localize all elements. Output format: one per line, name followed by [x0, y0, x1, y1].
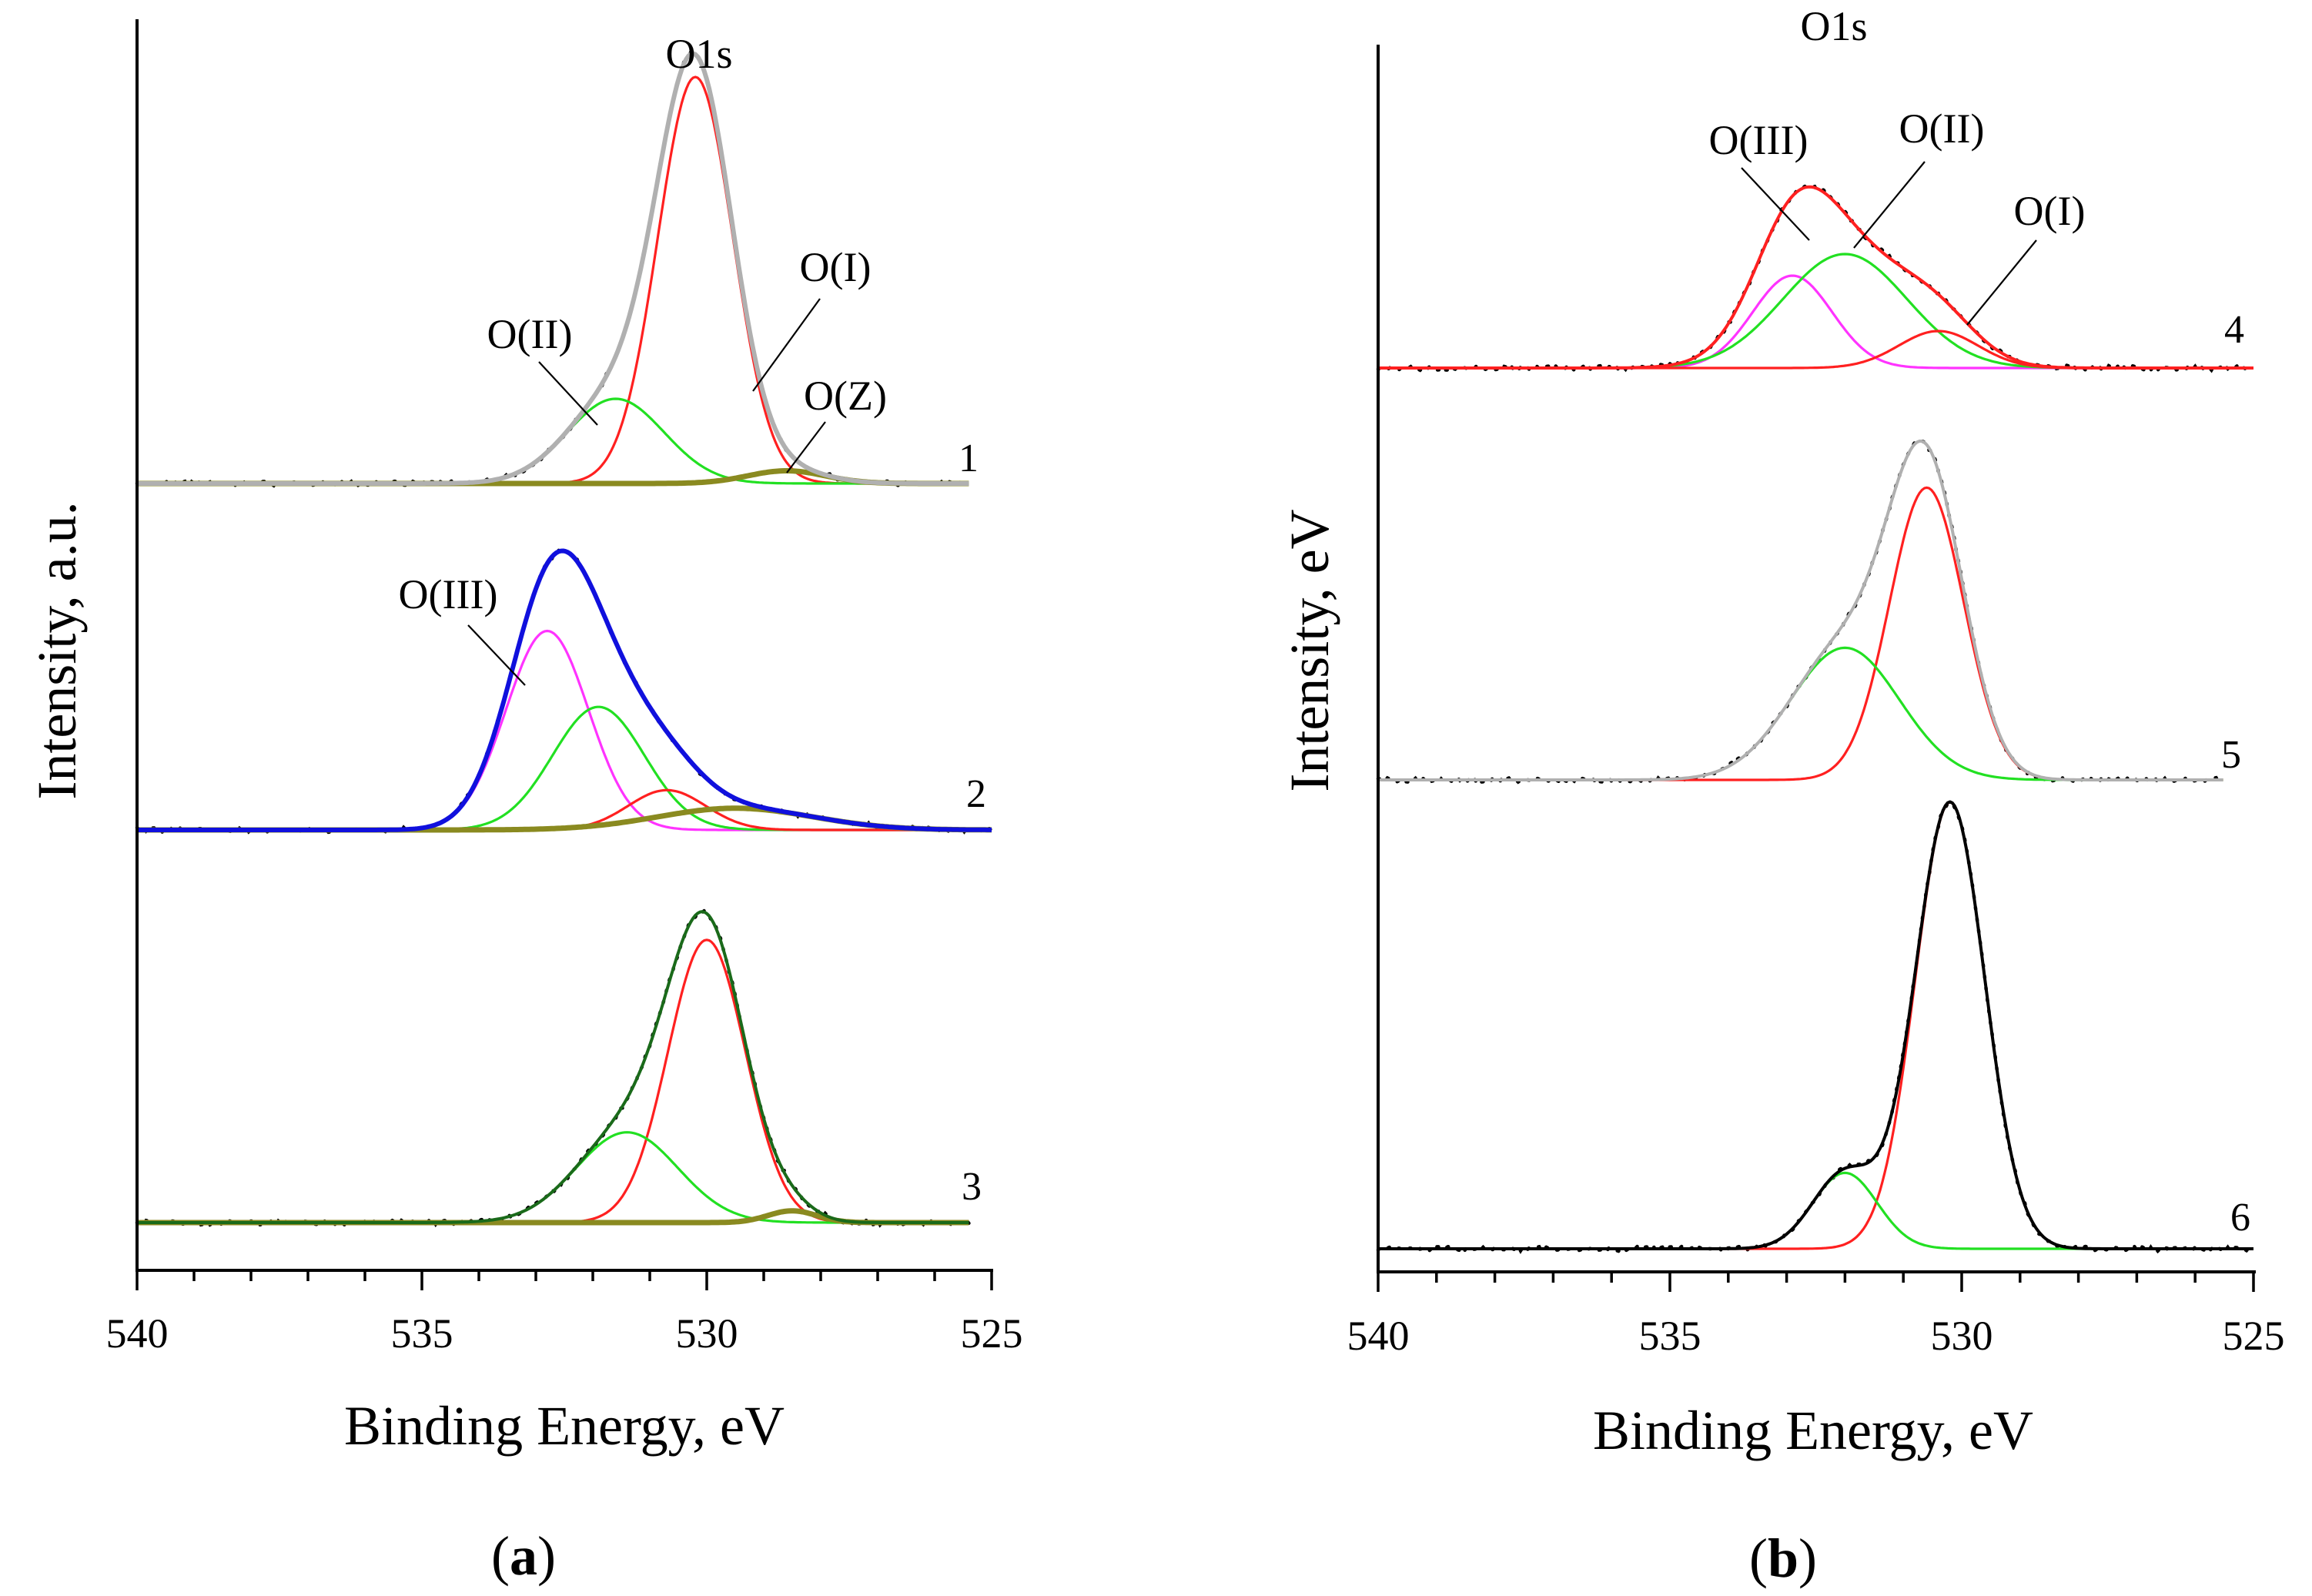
panel-b-annotation-o1: O(I)	[2014, 188, 2086, 234]
panel-a-tick-label-530: 530	[676, 1310, 738, 1357]
panel-b-curve-label-4: 4	[2224, 308, 2244, 352]
panel-a-x-ticks	[136, 1270, 993, 1290]
panel-b-annotation-o1s: O1s	[1800, 3, 1867, 49]
panel-a-curve-label-2: 2	[966, 772, 986, 816]
panel-b-x-ticks	[1377, 1272, 2255, 1292]
panel-a-leader-oz	[786, 421, 826, 473]
panel-a-leader-o1	[752, 298, 821, 392]
panel-b-annotation-o2: O(II)	[1899, 105, 1985, 152]
panel-b-spectrum-4-envelope	[1378, 185, 2253, 370]
panel-a-label: (a)	[491, 1525, 556, 1587]
panel-a-annotation-oz: O(Z)	[804, 373, 887, 419]
panel-b-leader-o1	[1966, 239, 2037, 326]
panel-b-spectrum-6-envelope	[1378, 800, 2253, 1250]
panel-a-spectrum-1	[135, 49, 971, 489]
panel-b-y-axis-title: Intensity, eV	[1279, 509, 1340, 791]
panel-a-x-axis-title: Binding Energy, eV	[344, 1395, 785, 1457]
panel-a-spectrum-1-envelope	[137, 51, 969, 486]
panel-b-annotation-o3: O(III)	[1709, 117, 1808, 163]
panel-a-annotation-o3: O(III)	[399, 571, 498, 617]
panel-a-curve-label-3: 3	[962, 1165, 982, 1209]
panel-b-x-axis-title: Binding Energy, eV	[1593, 1400, 2033, 1461]
panel-b-curve-label-6: 6	[2230, 1196, 2250, 1240]
panel-b-tick-label-525: 525	[2223, 1313, 2285, 1359]
panel-a-tick-label-540: 540	[106, 1310, 169, 1357]
panel-a-tick-label-525: 525	[961, 1310, 1023, 1357]
panel-b-spectrum-4	[1376, 183, 2256, 374]
panel-b-spectrum-6	[1376, 800, 2256, 1255]
panel-a-leader-o3	[467, 624, 526, 686]
panel-b: 540 535 530 525 Binding Energy, eV Inten…	[1279, 3, 2285, 1589]
panel-a-annotation-o1: O(I)	[800, 244, 872, 290]
panel-b-tick-label-530: 530	[1931, 1313, 1993, 1359]
panel-b-spectrum-5	[1376, 437, 2225, 785]
panel-b-tick-label-535: 535	[1639, 1313, 1701, 1359]
panel-a: 540 535 530 525 Binding Energy, eV Inten…	[26, 19, 1023, 1587]
panel-b-tick-label-540: 540	[1347, 1313, 1410, 1359]
panel-b-label: (b)	[1749, 1527, 1817, 1589]
panel-a-spectrum-2-envelope	[137, 548, 992, 832]
panel-a-spectrum-2	[135, 548, 994, 835]
panel-a-spectrum-3-envelope	[137, 910, 969, 1224]
panel-a-plot-area	[135, 49, 994, 1229]
panel-a-curve-label-1: 1	[959, 437, 979, 480]
panel-b-curve-label-5: 5	[2221, 733, 2241, 777]
panel-a-annotation-o2: O(II)	[487, 311, 573, 357]
panel-b-plot-area	[1376, 183, 2256, 1255]
panel-a-spectrum-3	[135, 908, 971, 1229]
panel-a-tick-label-535: 535	[391, 1310, 453, 1357]
panel-a-leader-o2	[538, 361, 598, 426]
panel-a-annotation-o1s: O1s	[665, 31, 732, 77]
panel-b-leader-o2	[1853, 161, 1926, 249]
panel-a-y-axis-title: Intensity, a.u.	[26, 501, 88, 799]
panel-b-leader-o3	[1741, 167, 1810, 241]
panel-b-spectrum-5-envelope	[1378, 439, 2223, 781]
